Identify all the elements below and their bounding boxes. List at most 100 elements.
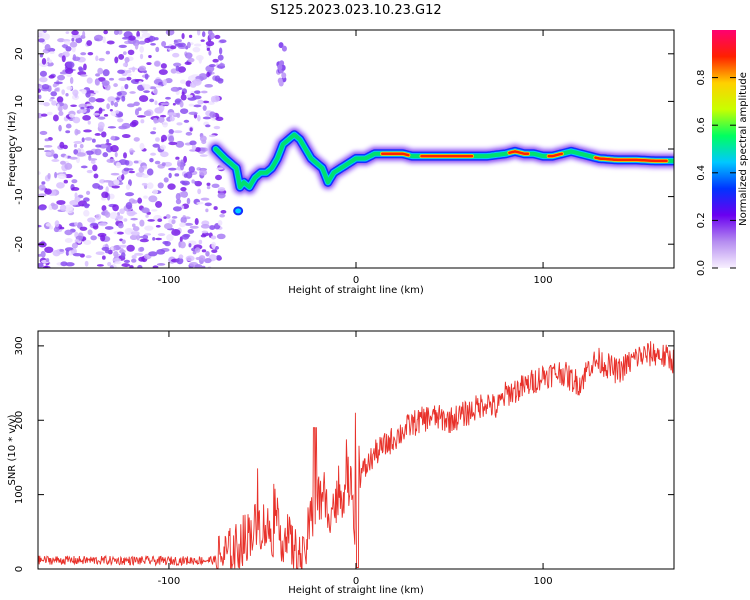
noise-speckle	[121, 122, 131, 129]
noise-speckle	[204, 84, 213, 88]
noise-speckle	[150, 152, 157, 156]
noise-speckle	[107, 96, 116, 103]
noise-speckle	[84, 137, 93, 141]
noise-speckle	[200, 224, 210, 229]
noise-speckle	[193, 43, 202, 47]
noise-speckle	[101, 255, 106, 260]
noise-speckle	[41, 58, 47, 65]
noise-speckle	[145, 214, 149, 218]
noise-speckle	[217, 192, 226, 199]
noise-speckle	[179, 100, 184, 108]
noise-speckle	[168, 135, 175, 143]
noise-speckle	[208, 134, 216, 138]
noise-speckle	[88, 158, 98, 161]
noise-speckle	[93, 34, 104, 42]
noise-speckle	[130, 231, 140, 236]
colorbar-ticks: 0.0 0.2 0.4 0.6 0.8	[696, 70, 736, 276]
noise-speckle	[53, 153, 59, 159]
noise-speckle	[206, 47, 210, 52]
noise-speckle	[152, 127, 157, 131]
noise-speckle	[107, 126, 117, 129]
noise-speckle	[215, 116, 224, 121]
noise-speckle	[106, 40, 115, 45]
noise-speckle	[63, 179, 68, 184]
colorbar-tick-label: 0.8	[696, 70, 707, 86]
noise-speckle	[168, 172, 172, 179]
noise-speckle	[74, 192, 78, 199]
noise-speckle	[109, 265, 114, 268]
snr-panel: -100 0 100 0 100 200 300 Height of straight l…	[7, 330, 675, 596]
noise-speckle	[170, 86, 180, 92]
noise-speckle	[38, 94, 42, 100]
noise-speckle	[69, 156, 78, 160]
noise-speckle	[39, 76, 48, 83]
noise-speckle	[110, 246, 114, 251]
noise-speckle	[54, 220, 60, 228]
noise-speckle	[90, 235, 97, 241]
noise-speckle	[74, 128, 79, 136]
noise-speckle	[187, 57, 195, 63]
noise-speckle	[56, 96, 64, 103]
noise-speckle	[64, 174, 73, 179]
noise-speckle	[141, 207, 150, 214]
noise-speckle	[196, 201, 204, 205]
noise-speckle	[172, 52, 180, 58]
noise-speckle	[123, 259, 131, 263]
y-tick-label: 0	[14, 566, 25, 572]
y-tick-label: 10	[14, 95, 25, 108]
noise-speckle	[160, 102, 170, 106]
noise-speckle	[72, 116, 81, 124]
x-tick-label: -100	[158, 275, 181, 286]
y-tick-label: 100	[14, 485, 25, 504]
noise-speckle	[102, 69, 110, 77]
noise-speckle	[119, 248, 124, 254]
noise-speckle	[182, 215, 186, 218]
noise-speckle	[146, 182, 154, 189]
noise-speckle	[173, 62, 182, 67]
noise-speckle	[101, 191, 109, 199]
noise-speckle	[123, 51, 127, 55]
noise-speckle	[98, 107, 103, 114]
noise-speckle	[160, 63, 167, 69]
noise-speckle	[85, 90, 91, 98]
noise-speckle	[118, 44, 127, 48]
noise-speckle	[174, 173, 180, 177]
noise-speckle	[59, 248, 65, 252]
noise-speckle	[159, 114, 167, 118]
noise-speckle	[126, 244, 135, 252]
colorbar-gradient	[712, 30, 736, 268]
noise-speckle	[109, 77, 115, 81]
noise-speckle	[87, 52, 94, 56]
noise-speckle	[61, 55, 66, 63]
noise-speckle	[121, 134, 131, 139]
noise-speckle	[139, 246, 145, 252]
noise-speckle	[51, 203, 59, 210]
noise-speckle	[93, 90, 99, 94]
noise-speckle	[202, 100, 210, 104]
noise-speckle	[62, 144, 68, 150]
noise-speckle	[87, 120, 91, 125]
noise-speckle	[64, 155, 68, 159]
noise-speckle	[177, 66, 186, 73]
noise-speckle	[56, 200, 66, 205]
noise-speckle	[180, 108, 189, 114]
ridge-core	[380, 152, 410, 157]
x-tick-label: 0	[353, 275, 359, 286]
ridge-blob	[233, 206, 244, 216]
noise-speckle	[44, 43, 51, 51]
noise-speckle	[65, 46, 72, 52]
noise-speckle	[95, 251, 105, 256]
noise-speckle	[139, 235, 148, 239]
noise-speckle	[148, 195, 158, 203]
noise-speckle	[119, 244, 127, 248]
noise-speckle	[101, 80, 110, 86]
noise-speckle	[57, 38, 65, 43]
noise-speckle	[51, 159, 60, 162]
noise-speckle	[70, 104, 77, 107]
noise-speckle	[38, 262, 44, 268]
noise-speckle	[91, 138, 96, 143]
noise-speckle	[183, 119, 190, 123]
noise-speckle	[175, 65, 180, 72]
noise-speckle	[217, 78, 224, 84]
noise-speckle	[215, 167, 224, 170]
